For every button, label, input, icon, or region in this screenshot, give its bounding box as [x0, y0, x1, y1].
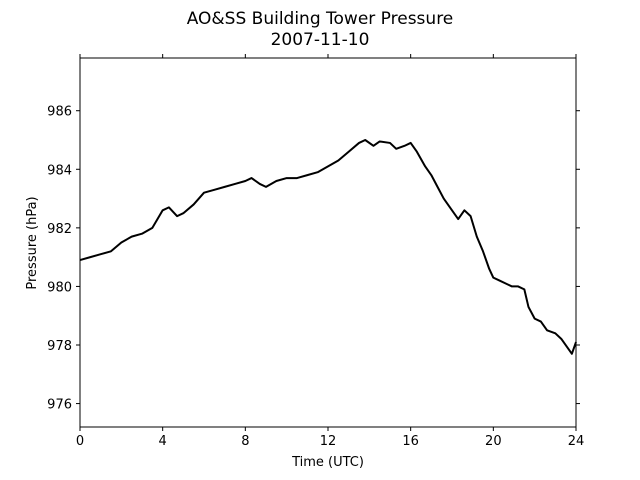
y-tick-label: 978: [47, 339, 72, 354]
plot-frame: [79, 57, 577, 428]
chart-subtitle: 2007-11-10: [271, 30, 370, 50]
y-tick-label: 986: [47, 105, 72, 120]
x-tick-label: 4: [159, 434, 167, 449]
y-tick-label: 976: [47, 398, 72, 413]
y-tick-label: 984: [47, 163, 72, 178]
x-tick-label: 0: [76, 434, 84, 449]
x-tick-label: 24: [568, 434, 585, 449]
x-tick-label: 20: [485, 434, 502, 449]
x-axis-label: Time (UTC): [291, 455, 364, 470]
y-tick-label: 980: [47, 280, 72, 295]
chart-title: AO&SS Building Tower Pressure: [187, 9, 454, 29]
x-tick-label: 12: [320, 434, 337, 449]
y-tick-label: 982: [47, 222, 72, 237]
x-tick-label: 16: [402, 434, 419, 449]
line: [79, 139, 577, 355]
x-tick-label: 8: [241, 434, 249, 449]
y-axis-label: Pressure (hPa): [25, 196, 40, 289]
